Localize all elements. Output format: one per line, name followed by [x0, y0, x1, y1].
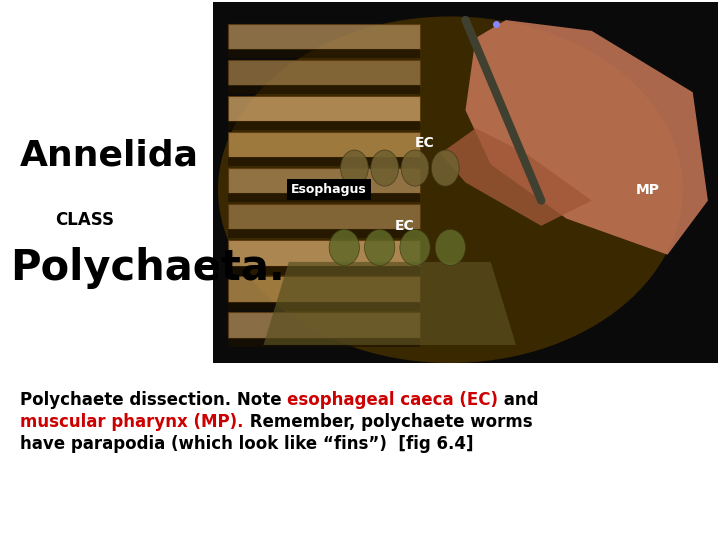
- Text: EC: EC: [395, 219, 415, 233]
- Bar: [228, 313, 420, 338]
- Ellipse shape: [329, 230, 359, 266]
- Bar: [228, 193, 420, 202]
- Bar: [228, 132, 420, 157]
- Text: MP: MP: [635, 183, 660, 197]
- Bar: [228, 266, 420, 274]
- Polygon shape: [466, 20, 708, 255]
- Text: Polychaeta.: Polychaeta.: [10, 247, 284, 289]
- Bar: [228, 204, 420, 230]
- Ellipse shape: [435, 230, 466, 266]
- Bar: [228, 49, 420, 58]
- Ellipse shape: [400, 230, 430, 266]
- Ellipse shape: [431, 150, 459, 186]
- Bar: [228, 157, 420, 166]
- Polygon shape: [440, 129, 592, 226]
- Bar: [228, 24, 420, 49]
- Bar: [228, 230, 420, 239]
- Text: Annelida: Annelida: [20, 138, 199, 172]
- Bar: [228, 240, 420, 266]
- Bar: [228, 96, 420, 121]
- Bar: [228, 276, 420, 302]
- Bar: [228, 338, 420, 347]
- Polygon shape: [264, 262, 516, 345]
- Ellipse shape: [401, 150, 429, 186]
- Text: Polychaete dissection. Note: Polychaete dissection. Note: [20, 391, 287, 409]
- Bar: [228, 60, 420, 85]
- Text: esophageal caeca (EC): esophageal caeca (EC): [287, 391, 498, 409]
- Text: muscular pharynx (MP).: muscular pharynx (MP).: [20, 413, 243, 431]
- Bar: [228, 121, 420, 130]
- Ellipse shape: [341, 150, 369, 186]
- Text: CLASS: CLASS: [55, 211, 114, 229]
- Bar: [228, 302, 420, 310]
- Ellipse shape: [364, 230, 395, 266]
- Text: Esophagus: Esophagus: [292, 183, 367, 196]
- Ellipse shape: [218, 16, 683, 363]
- Text: and: and: [498, 391, 539, 409]
- Text: EC: EC: [415, 136, 435, 150]
- Bar: [213, 2, 718, 363]
- Ellipse shape: [371, 150, 399, 186]
- Text: have parapodia (which look like “fins”)  [fig 6.4]: have parapodia (which look like “fins”) …: [20, 435, 474, 453]
- Bar: [228, 168, 420, 193]
- Bar: [228, 85, 420, 94]
- Text: Remember, polychaete worms: Remember, polychaete worms: [243, 413, 532, 431]
